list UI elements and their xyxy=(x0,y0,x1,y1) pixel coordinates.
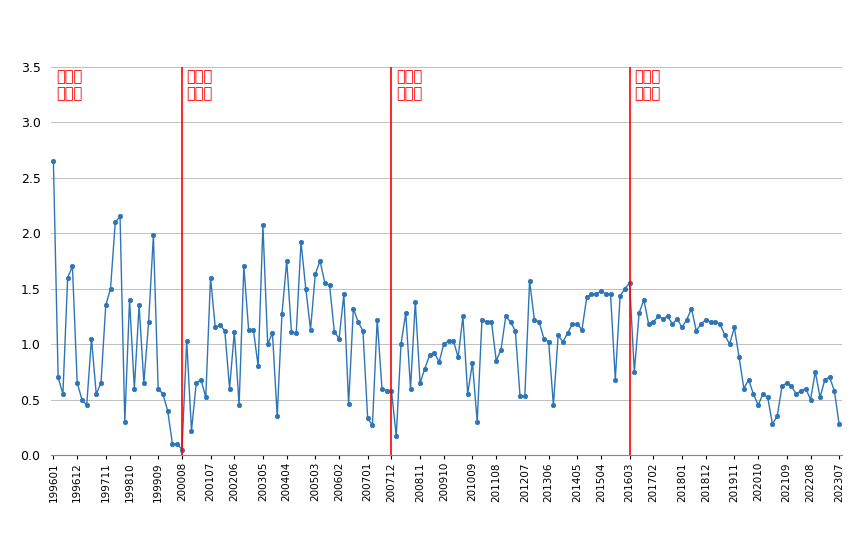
Text: 陳水扁
民進党: 陳水扁 民進党 xyxy=(187,69,213,101)
Text: 李登輝
国民党: 李登輝 国民党 xyxy=(56,69,82,101)
Text: 馬英九
国民党: 馬英九 国民党 xyxy=(396,69,422,101)
Text: 蔡英文
民進党: 蔡英文 民進党 xyxy=(634,69,660,101)
